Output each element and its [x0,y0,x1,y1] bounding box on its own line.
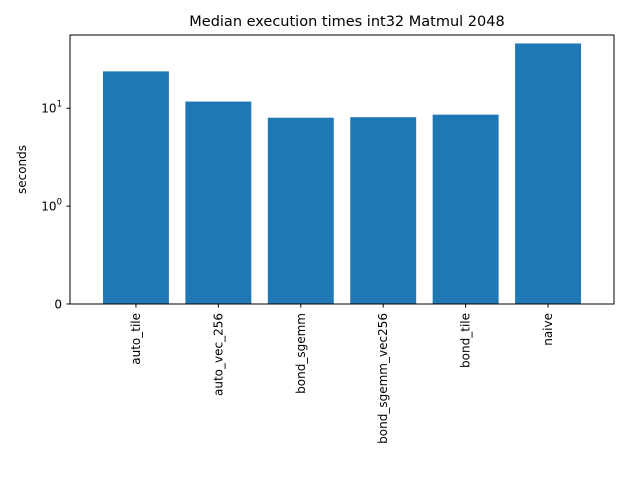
bar-auto_vec_256 [185,101,252,305]
x-tick-label-bond_tile: bond_tile [459,313,473,368]
y-tick-label-2: 101 [41,100,62,116]
y-axis: 0 100 101 [41,100,70,312]
y-tick-label-0: 0 [54,298,62,312]
x-tick-label-auto_tile: auto_tile [129,313,143,365]
bar-naive [515,43,582,304]
x-tick-label-auto_vec_256: auto_vec_256 [211,313,225,396]
bars-group [102,43,582,305]
x-tick-label-bond_sgemm_vec256: bond_sgemm_vec256 [376,313,390,444]
y-axis-label: seconds [15,145,29,194]
y-tick-label-1: 100 [41,198,62,214]
bar-bond_sgemm_vec256 [350,117,417,304]
plot-frame [69,34,615,305]
x-tick-label-bond_sgemm: bond_sgemm [294,313,308,394]
bar-bond_sgemm [267,117,334,304]
x-tick-label-naive: naive [541,313,555,346]
bar-bond_tile [432,114,499,304]
chart-title: Median execution times int32 Matmul 2048 [189,14,504,30]
x-axis: auto_tile auto_vec_256 bond_sgemm bond_sgem… [129,304,555,444]
bar-auto_tile [102,71,169,304]
